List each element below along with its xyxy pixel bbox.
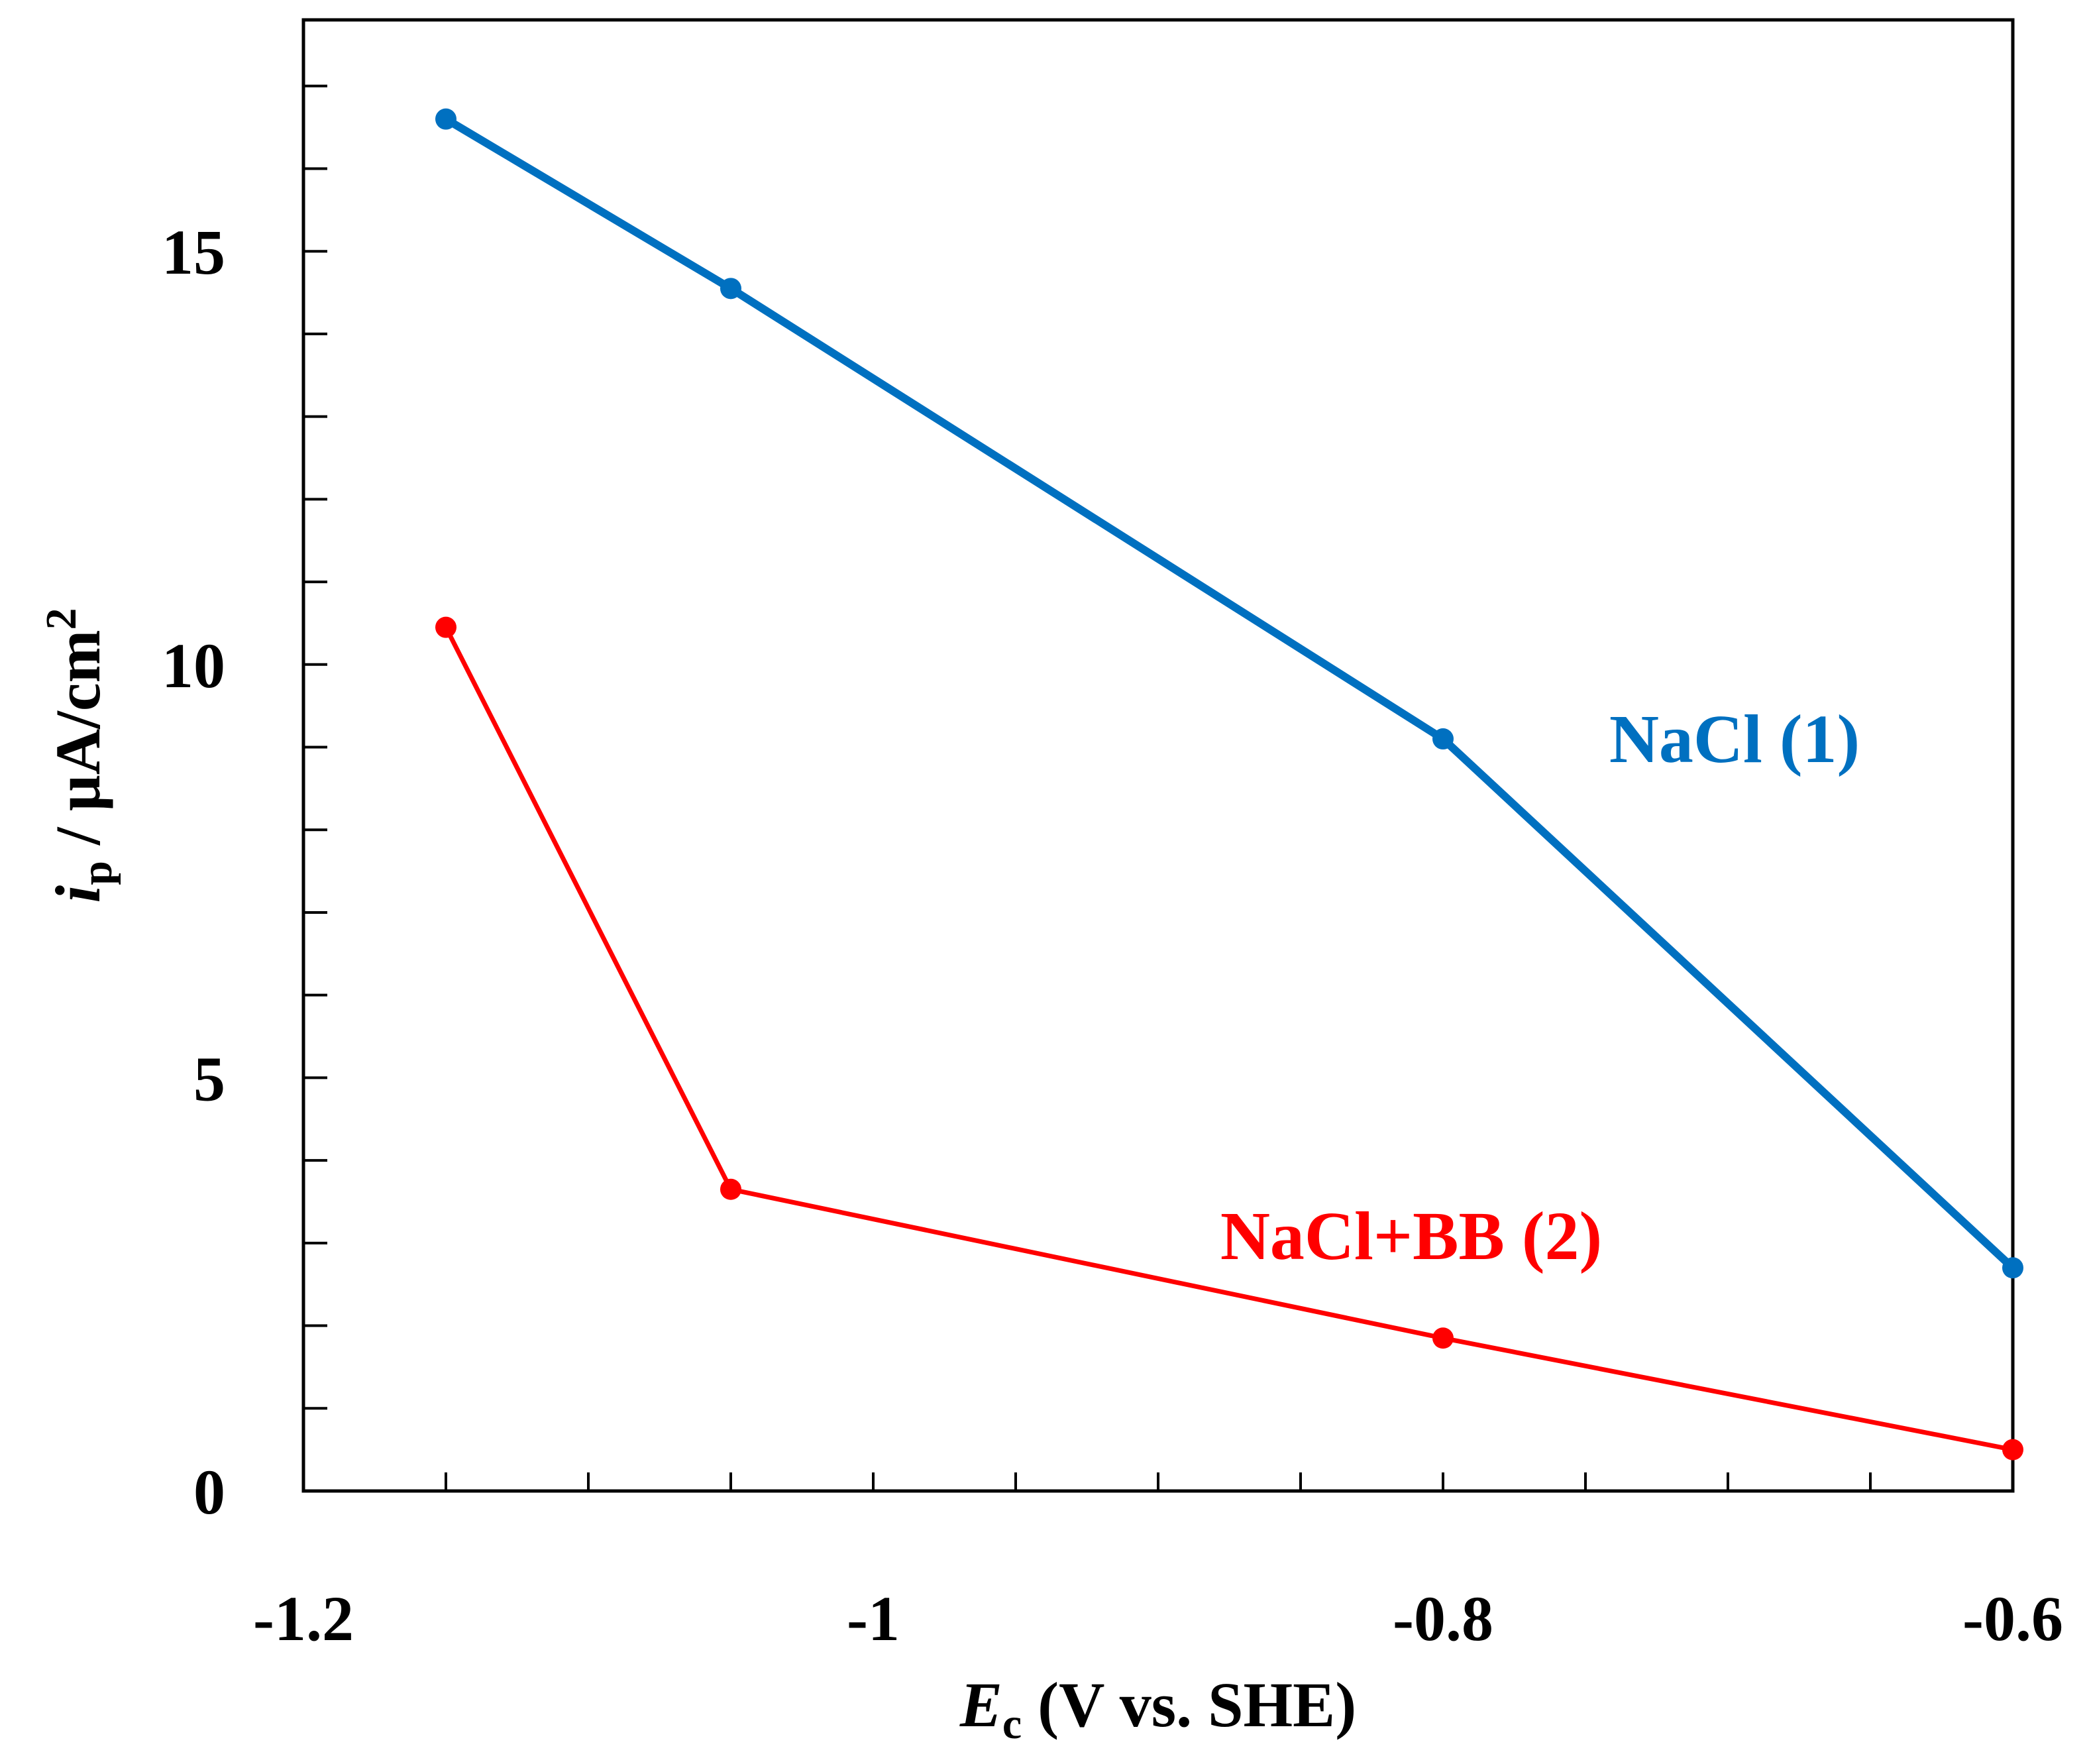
data-point — [720, 1178, 741, 1200]
series-label-nacl-bb: NaCl+BB (2) — [1220, 1198, 1602, 1274]
series-line — [443, 115, 2016, 1271]
data-point — [720, 278, 741, 300]
x-axis-tick-labels: -1.2 -1 -0.8 -0.6 — [253, 1583, 2063, 1654]
data-point — [435, 108, 456, 130]
y-axis-tick-labels: 0 5 10 15 — [162, 217, 225, 1527]
y-tick-label: 5 — [193, 1043, 225, 1114]
series-label-nacl: NaCl (1) — [1609, 701, 1860, 777]
y-tick-label: 15 — [162, 217, 225, 288]
y-axis-ticks — [303, 84, 327, 1492]
y-axis-title-symbol: i — [42, 885, 113, 903]
data-point — [435, 616, 456, 638]
y-tick-label: 0 — [193, 1457, 225, 1527]
data-point — [1432, 1327, 1454, 1349]
x-tick-label: -0.8 — [1393, 1583, 1493, 1654]
series-2 — [435, 616, 2023, 1461]
y-axis-title-text: / µA/cm — [42, 630, 113, 861]
x-tick-label: -1.2 — [253, 1583, 354, 1654]
data-point — [2002, 1439, 2023, 1461]
data-point — [1432, 728, 1454, 750]
data-point — [2002, 1257, 2023, 1279]
series-line — [443, 626, 2013, 1453]
x-axis-title-subscript: c — [1002, 1700, 1022, 1748]
y-axis-title-superscript: 2 — [37, 608, 85, 630]
x-axis-ticks — [302, 1472, 2014, 1491]
y-tick-label: 10 — [162, 630, 225, 701]
y-axis-title-subscript: p — [73, 861, 121, 885]
x-axis-title-symbol: E — [959, 1669, 1002, 1740]
series-1 — [435, 108, 2023, 1279]
series-layer — [435, 108, 2023, 1461]
x-axis-title: Ec (V vs. SHE) — [959, 1669, 1356, 1748]
y-axis-title: ip / µA/cm2 — [37, 608, 121, 903]
x-tick-label: -1 — [847, 1583, 900, 1654]
x-axis-title-text: (V vs. SHE) — [1022, 1669, 1356, 1740]
x-tick-label: -0.6 — [1962, 1583, 2063, 1654]
